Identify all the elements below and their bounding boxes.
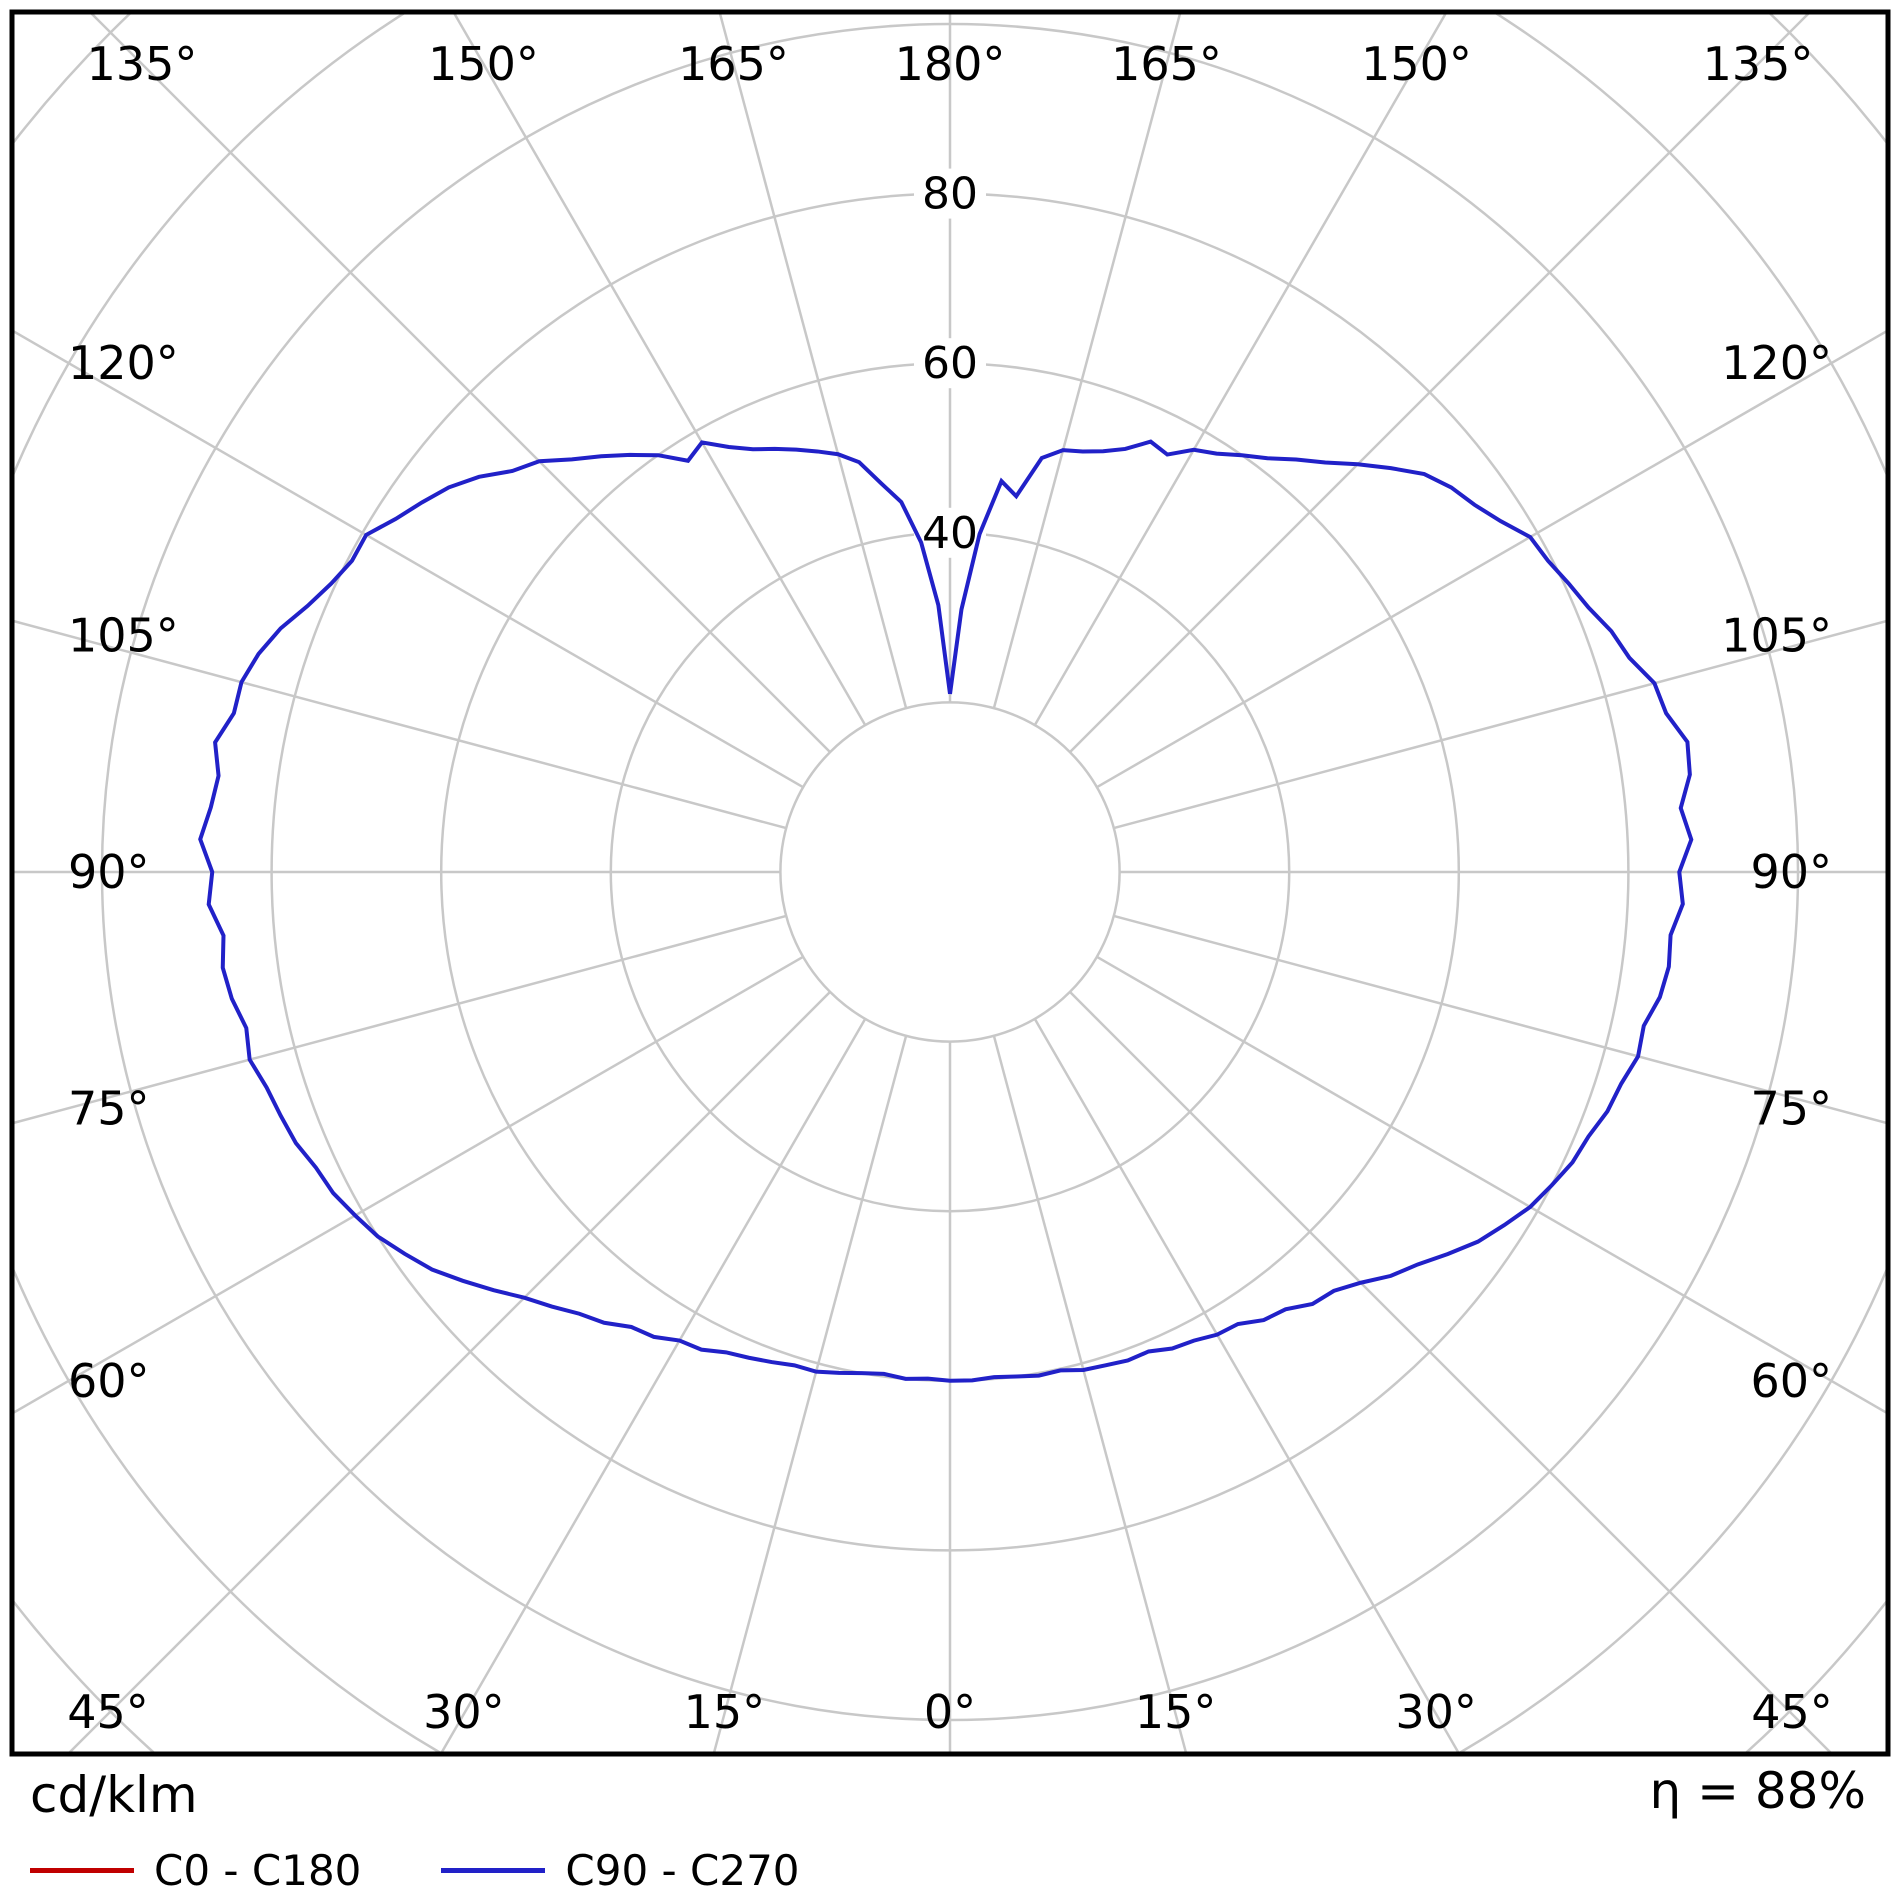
angle-label: 180° [895,37,1006,91]
angle-label: 165° [678,37,789,91]
angle-label: 120° [68,336,179,390]
angle-label: 150° [428,37,539,91]
grid-spoke [14,955,804,1414]
legend-line-c90-c270 [441,1868,546,1873]
grid-spoke [68,991,831,1752]
angle-label: 75° [1750,1081,1832,1135]
grid-spoke [1033,14,1447,726]
legend-label-c90-c270: C90 - C270 [565,1846,800,1895]
angle-label: 90° [1750,845,1832,899]
grid-spoke [14,914,787,1125]
efficiency-label: η = 88% [1649,1762,1866,1820]
angle-label: 135° [1703,37,1814,91]
angle-label: 0° [924,1685,976,1739]
unit-label: cd/klm [30,1766,198,1824]
grid-spoke [1096,330,1886,789]
grid-spoke [1069,14,1810,753]
angle-label: 45° [1751,1685,1833,1739]
angle-label: 75° [68,1081,150,1135]
grid-spoke [14,619,787,830]
angle-label: 105° [68,609,179,663]
grid-spoke [992,14,1182,709]
grid-spoke [14,330,804,789]
distribution-curve [198,439,1694,1383]
grid-spoke [1113,619,1886,830]
angle-label: 165° [1111,37,1222,91]
angle-label: 120° [1721,336,1832,390]
grid-spoke [90,14,831,753]
grid-spoke [992,1035,1188,1752]
grid-spoke [1033,1018,1460,1752]
angle-label: 90° [68,845,150,899]
angle-label: 30° [423,1685,505,1739]
radius-label-mask [914,168,986,219]
grid-spoke [718,14,908,709]
angle-label: 45° [67,1685,149,1739]
angle-label: 60° [1750,1354,1832,1408]
chart-frame [9,9,1891,1757]
legend: C0 - C180 C90 - C270 [30,1846,800,1895]
legend-label-c0-c180: C0 - C180 [154,1846,362,1895]
angle-label: 60° [68,1354,150,1408]
radius-label: 60 [922,338,978,389]
angle-label: 105° [1721,609,1832,663]
radius-label: 40 [922,508,978,559]
grid-spoke [453,14,867,726]
angle-label: 30° [1395,1685,1477,1739]
radius-label: 80 [922,169,978,220]
grid-spoke [1069,991,1832,1752]
grid-spoke [1096,955,1886,1414]
legend-line-c0-c180 [30,1868,134,1873]
grid-spoke [440,1018,867,1752]
legend-item-c0-c180: C0 - C180 [30,1846,361,1895]
grid-spoke [712,1035,908,1752]
radius-label-mask [914,338,986,389]
angle-label: 15° [684,1685,766,1739]
grid-spoke [1113,914,1886,1125]
angle-label: 150° [1361,37,1472,91]
grid-ring [779,701,1121,1043]
angle-label: 135° [87,37,198,91]
angle-label: 15° [1135,1685,1217,1739]
legend-item-c90-c270: C90 - C270 [441,1846,800,1895]
